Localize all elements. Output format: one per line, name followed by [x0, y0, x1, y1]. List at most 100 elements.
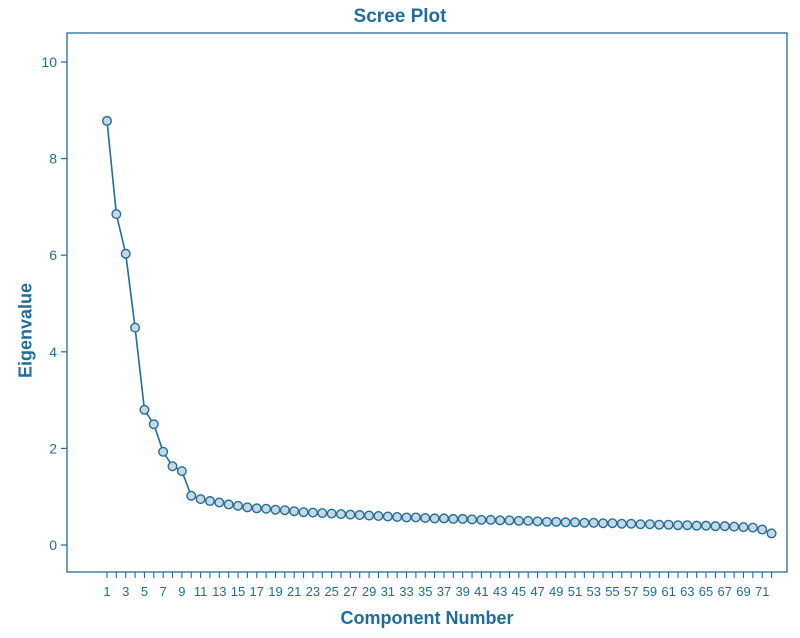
plot-frame	[66, 32, 788, 573]
data-point	[307, 507, 318, 518]
data-point	[429, 513, 440, 524]
data-point	[626, 518, 637, 529]
data-point	[541, 516, 552, 527]
data-point	[710, 521, 721, 532]
data-point	[701, 520, 712, 531]
x-tick-label: 37	[437, 584, 451, 599]
data-point	[654, 519, 665, 530]
x-tick-label: 33	[399, 584, 413, 599]
data-point	[345, 509, 356, 520]
data-point	[757, 524, 768, 535]
data-point	[719, 521, 730, 532]
data-point	[251, 503, 262, 514]
x-tick-label: 13	[212, 584, 226, 599]
data-point	[766, 528, 777, 539]
data-point	[495, 515, 506, 526]
data-point	[167, 461, 178, 472]
data-point	[523, 515, 534, 526]
x-tick-label: 61	[661, 584, 675, 599]
x-tick-label: 35	[418, 584, 432, 599]
x-axis-label: Component Number	[340, 608, 514, 628]
x-tick-label: 45	[512, 584, 526, 599]
y-tick-label: 4	[49, 344, 57, 360]
x-tick-label: 59	[643, 584, 657, 599]
x-tick-label: 69	[736, 584, 750, 599]
x-tick-label: 47	[530, 584, 544, 599]
data-point	[438, 513, 449, 524]
x-tick-label: 53	[586, 584, 600, 599]
x-tick-label: 3	[122, 584, 129, 599]
x-tick-label: 49	[549, 584, 563, 599]
data-point	[176, 466, 187, 477]
data-point	[672, 520, 683, 531]
data-point	[448, 513, 459, 524]
x-tick-label: 41	[474, 584, 488, 599]
data-point	[410, 512, 421, 523]
chart-title: Scree Plot	[353, 6, 447, 27]
x-tick-label: 39	[455, 584, 469, 599]
x-tick-label: 23	[306, 584, 320, 599]
x-tick-label: 7	[160, 584, 167, 599]
x-tick-label: 29	[362, 584, 376, 599]
data-point	[111, 209, 122, 220]
data-point	[682, 520, 693, 531]
data-point	[616, 518, 627, 529]
x-tick-label: 21	[287, 584, 301, 599]
data-point	[130, 322, 141, 333]
data-point	[382, 511, 393, 522]
data-point	[233, 500, 244, 511]
data-point	[532, 516, 543, 527]
x-tick-label: 31	[381, 584, 395, 599]
x-tick-label: 71	[755, 584, 769, 599]
data-point	[420, 512, 431, 523]
x-tick-label: 51	[568, 584, 582, 599]
data-point	[158, 446, 169, 457]
data-point	[139, 404, 150, 415]
data-point	[401, 512, 412, 523]
data-point	[598, 518, 609, 529]
data-point	[289, 506, 300, 517]
x-tick-label: 19	[268, 584, 282, 599]
data-point	[101, 115, 112, 126]
data-point	[120, 248, 131, 259]
x-tick-label: 25	[324, 584, 338, 599]
data-point	[336, 509, 347, 520]
data-point	[570, 517, 581, 528]
y-tick-label: 6	[49, 247, 57, 263]
data-point	[551, 516, 562, 527]
y-tick-label: 10	[41, 54, 57, 70]
data-point	[392, 511, 403, 522]
data-point	[504, 515, 515, 526]
data-point	[457, 513, 468, 524]
x-tick-label: 27	[343, 584, 357, 599]
x-tick-label: 9	[178, 584, 185, 599]
data-point	[186, 490, 197, 501]
data-point	[354, 510, 365, 521]
x-tick-label: 43	[493, 584, 507, 599]
data-point	[747, 522, 758, 533]
data-point	[148, 419, 159, 430]
data-point	[364, 510, 375, 521]
data-point	[635, 519, 646, 530]
data-point	[691, 520, 702, 531]
data-point	[663, 519, 674, 530]
data-point	[513, 515, 524, 526]
data-point	[242, 502, 253, 513]
data-point	[607, 518, 618, 529]
data-point	[223, 499, 234, 510]
data-point	[738, 522, 749, 533]
x-tick-label: 65	[699, 584, 713, 599]
x-tick-label: 17	[250, 584, 264, 599]
data-point	[476, 514, 487, 525]
data-point	[560, 517, 571, 528]
data-point	[588, 517, 599, 528]
data-point	[214, 497, 225, 508]
data-point	[579, 517, 590, 528]
data-point	[195, 494, 206, 505]
x-tick-label: 1	[103, 584, 110, 599]
y-tick-label: 8	[49, 151, 57, 167]
x-tick-label: 5	[141, 584, 148, 599]
data-point	[261, 503, 272, 514]
